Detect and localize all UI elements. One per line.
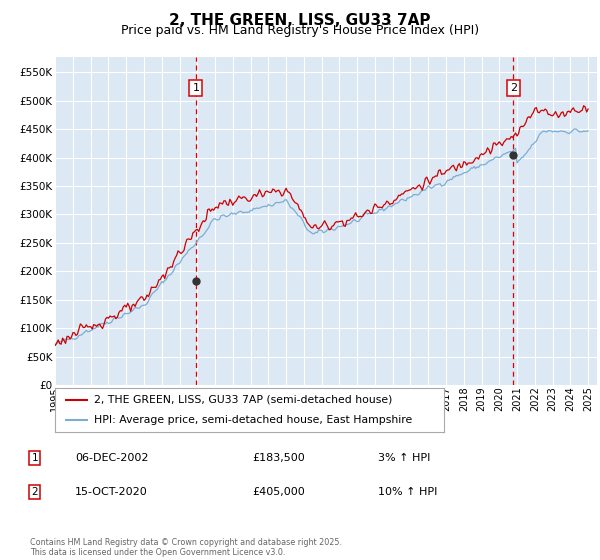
Text: HPI: Average price, semi-detached house, East Hampshire: HPI: Average price, semi-detached house,… — [94, 415, 412, 425]
Text: 1: 1 — [31, 453, 38, 463]
Text: Contains HM Land Registry data © Crown copyright and database right 2025.
This d: Contains HM Land Registry data © Crown c… — [30, 538, 342, 557]
Text: 1: 1 — [193, 83, 199, 93]
Text: 2, THE GREEN, LISS, GU33 7AP: 2, THE GREEN, LISS, GU33 7AP — [169, 13, 431, 28]
Text: £183,500: £183,500 — [252, 453, 305, 463]
Text: £405,000: £405,000 — [252, 487, 305, 497]
Text: 15-OCT-2020: 15-OCT-2020 — [75, 487, 148, 497]
Text: 2: 2 — [510, 83, 517, 93]
Text: 10% ↑ HPI: 10% ↑ HPI — [378, 487, 437, 497]
Text: 2, THE GREEN, LISS, GU33 7AP (semi-detached house): 2, THE GREEN, LISS, GU33 7AP (semi-detac… — [94, 395, 392, 405]
Text: Price paid vs. HM Land Registry's House Price Index (HPI): Price paid vs. HM Land Registry's House … — [121, 24, 479, 37]
Text: 2: 2 — [31, 487, 38, 497]
Text: 06-DEC-2002: 06-DEC-2002 — [75, 453, 149, 463]
Text: 3% ↑ HPI: 3% ↑ HPI — [378, 453, 430, 463]
